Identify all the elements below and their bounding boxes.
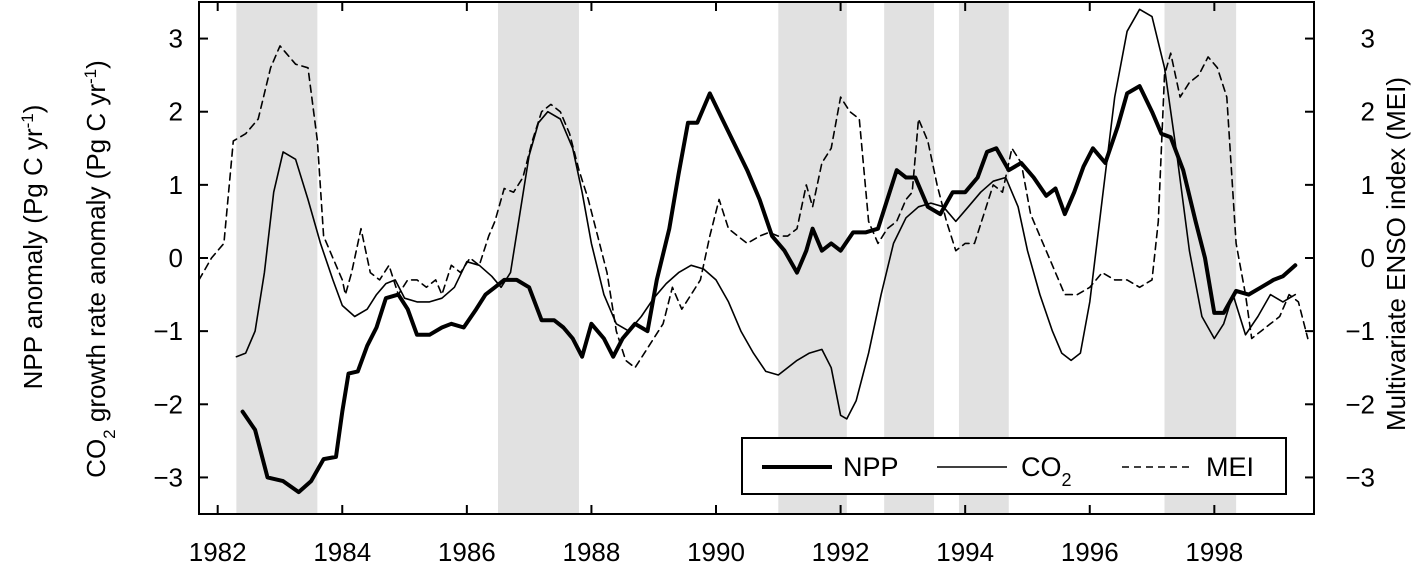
x-tick-label: 1994 xyxy=(936,537,994,567)
el-nino-shaded-periods xyxy=(236,2,1237,514)
right-axis-title: Multivariate ENSO index (MEI) xyxy=(1381,77,1411,431)
y-left-tick-label: −2 xyxy=(153,389,183,419)
y-left-tick-label: −1 xyxy=(153,316,183,346)
y-right-tick-label: −1 xyxy=(1345,316,1375,346)
shaded-period-0 xyxy=(236,2,318,514)
legend: NPP CO2 MEI xyxy=(741,437,1287,495)
axes: 1982 1984 1986 1988 1990 1992 1994 1996 1998 −3 −2… xyxy=(153,1,1375,567)
y-right-tick-label: −2 xyxy=(1345,389,1375,419)
x-tick-label: 1990 xyxy=(687,537,745,567)
series-line-npp xyxy=(240,84,1298,495)
y-left-tick-label: −3 xyxy=(153,462,183,492)
series-line-mei xyxy=(198,45,1309,369)
shaded-period-3 xyxy=(884,2,935,514)
y-right-tick-label: 0 xyxy=(1361,243,1375,273)
y-left-tick-label: 0 xyxy=(169,243,183,273)
y-left-tick-label: 1 xyxy=(169,170,183,200)
left-axis-title-npp: NPP anomaly (Pg C yr-1) xyxy=(18,105,49,390)
shaded-period-1 xyxy=(497,2,579,514)
y-right-tick-label: 1 xyxy=(1361,170,1375,200)
legend-label-co2: CO2 xyxy=(1021,452,1072,490)
x-tick-label: 1982 xyxy=(189,537,247,567)
x-tick-label: 1992 xyxy=(812,537,870,567)
y-right-tick-label: 3 xyxy=(1361,24,1375,54)
legend-label-mei: MEI xyxy=(1206,452,1254,482)
x-tick-label: 1988 xyxy=(563,537,621,567)
y-left-tick-label: 2 xyxy=(169,97,183,127)
legend-box xyxy=(741,437,1287,495)
x-tick-label: 1986 xyxy=(438,537,496,567)
left-axis-title-co2: CO2 growth rate anomaly (Pg C yr-1) xyxy=(81,60,119,478)
y-right-tick-label: −3 xyxy=(1345,462,1375,492)
y-left-tick-label: 3 xyxy=(169,24,183,54)
x-tick-label: 1996 xyxy=(1061,537,1119,567)
y-right-tick-label: 2 xyxy=(1361,97,1375,127)
legend-label-npp: NPP xyxy=(843,452,899,482)
x-tick-label: 1984 xyxy=(313,537,371,567)
shaded-period-4 xyxy=(958,2,1009,514)
series-line-co2 xyxy=(235,8,1297,420)
series-lines xyxy=(198,8,1309,495)
x-tick-label: 1998 xyxy=(1185,537,1243,567)
